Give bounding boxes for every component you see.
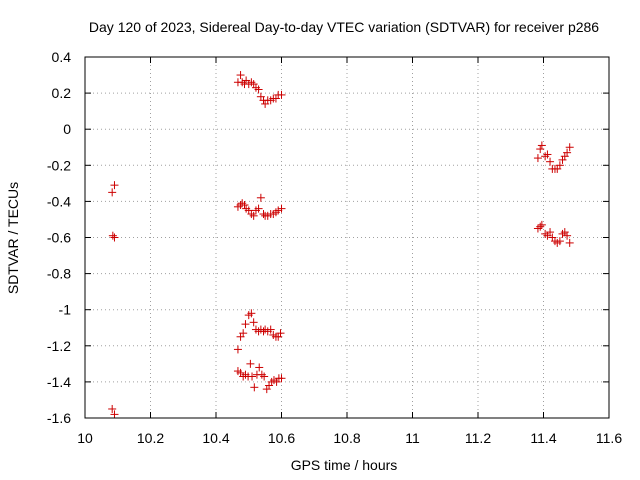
data-point [266,325,275,334]
y-tick-label: 0 [63,121,71,137]
data-point [274,206,283,215]
data-point [254,204,263,213]
data-point [543,150,552,159]
y-axis-label: SDTVAR / TECUs [5,182,21,294]
x-tick-label: 11.2 [465,430,491,446]
y-tick-label: 0.4 [52,49,72,65]
data-point [247,309,256,318]
x-axis-label: GPS time / hours [291,457,398,473]
data-point [277,204,286,213]
data-point [563,148,572,157]
data-point [536,222,545,231]
data-point [260,372,269,381]
data-point [239,329,248,338]
data-point [246,359,255,368]
data-point [255,363,264,372]
data-point [110,410,119,419]
data-point [256,193,265,202]
data-point [546,157,555,166]
data-point [537,141,546,150]
data-point [259,210,268,219]
data-point [546,228,555,237]
y-tick-label: -1.6 [47,410,71,426]
data-point [555,237,564,246]
data-point [276,329,285,338]
data-point [236,71,245,80]
data-point [536,145,545,154]
y-tick-label: -1 [59,302,72,318]
grid [85,57,609,418]
x-tick-label: 10 [77,430,93,446]
y-tick-label: -1.4 [47,374,71,390]
data-point [110,233,119,242]
x-tick-label: 11.6 [596,430,622,446]
data-points [108,71,574,419]
data-point [563,231,572,240]
data-point [110,181,119,190]
x-tick-label: 10.2 [137,430,164,446]
y-tick-label: -0.4 [47,193,71,209]
x-tick-label: 10.8 [333,430,360,446]
data-point [233,345,242,354]
data-point [249,318,258,327]
x-tick-label: 10.4 [202,430,229,446]
data-point [277,90,286,99]
data-point [248,372,257,381]
data-point [537,220,546,229]
data-point [240,201,249,210]
tick-labels: 10 10.2 10.4 10.6 10.8 11 11.2 11.4 11.6 -1.6 -1.4… [47,49,622,446]
x-tick-label: 10.6 [268,430,295,446]
data-point [108,404,117,413]
x-tick-label: 11 [405,430,420,446]
data-point [277,374,286,383]
data-point [565,143,574,152]
data-point [108,231,117,240]
y-tick-label: -0.6 [47,230,71,246]
data-point [108,188,117,197]
y-tick-label: -0.2 [47,157,71,173]
y-tick-label: -1.2 [47,338,71,354]
data-point [249,211,258,220]
data-point [565,238,574,247]
data-point [533,154,542,163]
chart-title: Day 120 of 2023, Sidereal Day-to-day VTE… [89,19,599,35]
plot-border [84,56,610,419]
y-tick-label: 0.2 [52,85,72,101]
data-point [241,320,250,329]
x-tick-label: 11.4 [530,430,556,446]
data-point [250,383,259,392]
data-point [254,85,263,94]
y-tick-label: -0.8 [47,266,71,282]
data-point [555,161,564,170]
